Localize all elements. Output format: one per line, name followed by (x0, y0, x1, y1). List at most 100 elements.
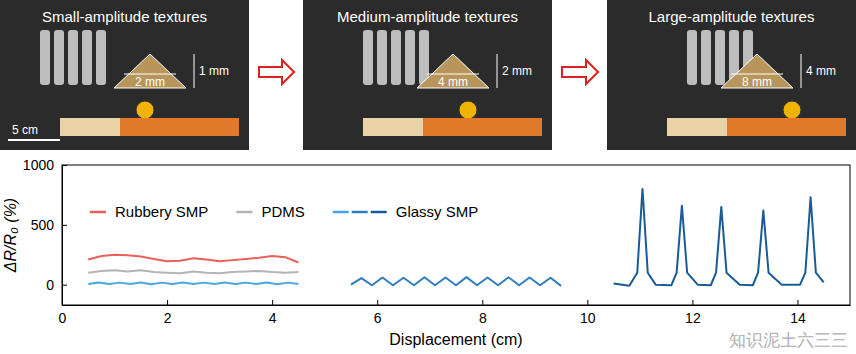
width-label: 2 mm (135, 75, 165, 89)
legend: Rubbery SMP PDMS Glassy SMP (90, 203, 478, 220)
width-label: 4 mm (438, 75, 468, 89)
height-marker (194, 54, 195, 88)
x-tick-label: 6 (374, 310, 382, 326)
x-axis-line (63, 305, 851, 306)
y-axis-title: ΔR/R₀ (%) (2, 198, 19, 273)
x-tick-mark (692, 300, 693, 305)
texture-sample (363, 118, 542, 136)
height-label: 2 mm (502, 64, 532, 78)
arrow (562, 60, 598, 84)
x-tick: 8 (479, 300, 487, 326)
texture-triangle (721, 54, 793, 88)
y-tick-label: 500 (31, 217, 55, 233)
x-tick-label: 4 (269, 310, 277, 326)
x-tick-mark (797, 300, 798, 305)
x-tick-label: 8 (479, 310, 487, 326)
texture-triangle (114, 54, 186, 88)
texture-sample (363, 118, 423, 136)
legend-label: Glassy SMP (396, 203, 479, 220)
x-tick: 4 (269, 300, 277, 326)
finger (419, 30, 429, 85)
panel-title: Small-amplitude textures (42, 8, 207, 25)
y-tick-mark (62, 165, 67, 166)
sensor (459, 101, 477, 119)
x-axis-title: Displacement (cm) (389, 331, 522, 348)
x-tick-mark (167, 300, 168, 305)
panel-title: Large-amplitude textures (649, 8, 815, 25)
x-tick: 14 (790, 300, 806, 326)
legend-label: PDMS (261, 203, 304, 220)
finger (54, 30, 64, 85)
plot-frame (62, 165, 850, 305)
x-tick-mark (377, 300, 378, 305)
y-tick: 0 (46, 277, 67, 293)
texture-sample (60, 118, 239, 136)
x-tick-label: 10 (580, 310, 596, 326)
photo-panel: Large-amplitude textures 8 mm 4 mm (607, 0, 856, 150)
legend-swatch (371, 211, 387, 214)
finger (687, 30, 697, 85)
y-axis: 0 500 1000 (23, 157, 67, 306)
photo-panel: Medium-amplitude textures 4 mm 2 mm (303, 0, 552, 150)
x-tick-mark (482, 300, 483, 305)
texture-sample (667, 118, 846, 136)
photo-panel: Small-amplitude textures 2 mm 1 mm 5 cm (0, 0, 249, 150)
series-line (88, 283, 298, 285)
height-marker (801, 54, 802, 88)
legend-swatch (352, 211, 368, 214)
sensor (136, 101, 154, 119)
x-tick: 10 (580, 300, 596, 326)
finger (363, 30, 373, 85)
x-tick-label: 14 (790, 310, 806, 326)
texture-triangle (417, 54, 489, 88)
legend-swatch (333, 211, 349, 214)
y-tick: 1000 (23, 157, 67, 173)
x-tick-mark (272, 300, 273, 305)
x-tick-label: 2 (164, 310, 172, 326)
x-tick-mark (587, 300, 588, 305)
y-tick-label: 0 (46, 277, 54, 293)
legend-swatch (236, 211, 252, 214)
x-tick: 6 (374, 300, 382, 326)
x-tick: 12 (685, 300, 701, 326)
finger (377, 30, 387, 85)
panel-title: Medium-amplitude textures (337, 8, 518, 25)
width-label: 8 mm (742, 75, 772, 89)
series-line (351, 277, 561, 286)
y-tick: 500 (31, 217, 67, 233)
photo-background (303, 0, 552, 150)
x-tick: 2 (164, 300, 172, 326)
finger (405, 30, 415, 85)
y-axis-line (62, 166, 63, 306)
series-line (88, 255, 298, 263)
watermark: 知识泥土六三三 (729, 331, 848, 350)
finger (68, 30, 78, 85)
x-tick-label: 0 (59, 310, 67, 326)
photo-background (607, 0, 856, 150)
finger (701, 30, 711, 85)
finger (40, 30, 50, 85)
texture-sample (60, 118, 120, 136)
height-marker (497, 54, 498, 88)
series-line (614, 189, 824, 286)
finger (96, 30, 106, 85)
photo-panels: Small-amplitude textures 2 mm 1 mm 5 cm Medi… (0, 0, 856, 150)
finger (82, 30, 92, 85)
arrow (259, 60, 294, 84)
texture-sample (667, 118, 727, 136)
finger (391, 30, 401, 85)
height-label: 1 mm (199, 64, 229, 78)
scale-bar-label: 5 cm (12, 123, 38, 137)
scale-bar (8, 139, 60, 141)
height-label: 4 mm (806, 64, 836, 78)
legend-label: Rubbery SMP (115, 203, 208, 220)
finger (715, 30, 725, 85)
y-tick-mark (62, 285, 67, 286)
x-axis: 0 2 4 6 8 10 12 14 (59, 300, 851, 326)
x-tick-label: 12 (685, 310, 701, 326)
plot-area (88, 189, 823, 286)
y-tick-mark (62, 225, 67, 226)
photo-background (0, 0, 249, 150)
sensor (783, 101, 801, 119)
series-line (88, 270, 298, 273)
